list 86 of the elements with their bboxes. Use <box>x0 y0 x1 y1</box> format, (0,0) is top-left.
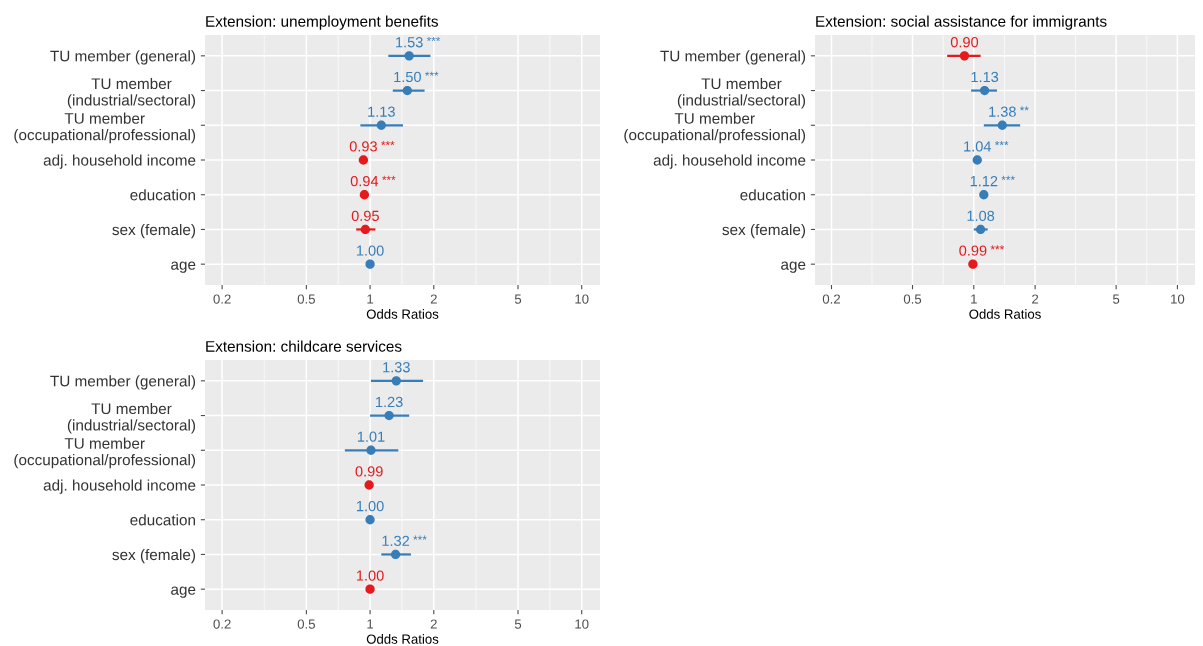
y-tick-label: TU member (general) <box>50 375 196 390</box>
x-tick-label: 5 <box>1112 294 1120 304</box>
point <box>975 224 986 235</box>
point <box>390 549 401 560</box>
point <box>359 190 370 200</box>
x-tick-label: 0.5 <box>297 294 315 304</box>
x-tick-label: 0.2 <box>822 294 840 304</box>
data-label: 1.00 <box>356 570 384 581</box>
point <box>360 224 371 235</box>
point <box>402 85 412 96</box>
x-tick-label: 1 <box>971 294 977 304</box>
point <box>364 480 374 490</box>
y-tick-label: TU member (occupational/professional) <box>14 112 196 144</box>
point <box>376 120 386 130</box>
x-axis-title: Odds Ratios <box>366 634 439 644</box>
chart-title: Extension: unemployment benefits <box>206 15 438 30</box>
x-tick-label: 2 <box>1032 294 1039 304</box>
data-label: 1.01 <box>357 431 385 442</box>
y-tick-label: TU member (general) <box>50 50 196 65</box>
data-label: 1.12 *** <box>970 175 1015 187</box>
x-tick-label: 5 <box>514 294 522 304</box>
data-label: 1.13 <box>971 71 999 83</box>
y-tick-label: sex (female) <box>722 223 806 239</box>
x-tick-label: 5 <box>514 619 522 629</box>
y-tick-label: TU member (general) <box>660 50 806 65</box>
x-tick-label: 2 <box>430 619 437 629</box>
point <box>384 410 394 421</box>
y-tick-label: age <box>171 586 196 598</box>
data-label: 0.90 <box>950 37 979 48</box>
y-tick-label: TU member (occupational/professional) <box>14 437 196 469</box>
data-label: 0.99 <box>355 466 383 477</box>
x-tick-label: 10 <box>1171 294 1185 304</box>
y-tick-label: sex (female) <box>112 223 196 239</box>
data-label: 1.50 *** <box>394 71 439 83</box>
y-tick-label: age <box>171 261 196 273</box>
x-tick-label: 10 <box>575 619 589 629</box>
chart-title: Extension: childcare services <box>206 340 402 352</box>
x-tick-label: 0.2 <box>213 294 231 304</box>
chart-title: Extension: social assistance for immigrants <box>816 15 1107 30</box>
y-tick-label: TU member (occupational/professional) <box>624 112 806 144</box>
y-tick-label: education <box>740 189 805 201</box>
y-tick-label: TU member (industrial/sectoral) <box>677 77 806 109</box>
x-tick-label: 1 <box>367 294 374 304</box>
point <box>358 155 369 165</box>
point <box>968 259 978 269</box>
y-tick-label: adj. household income <box>653 154 806 169</box>
x-tick-label: 10 <box>575 294 589 304</box>
point <box>972 155 982 165</box>
data-label: 0.99 *** <box>959 245 1005 256</box>
y-tick-label: adj. household income <box>43 154 196 169</box>
data-label: 1.38 ** <box>989 106 1029 117</box>
y-tick-label: sex (female) <box>112 548 196 564</box>
data-label: 1.32 *** <box>382 535 427 547</box>
point <box>365 584 375 594</box>
point <box>365 259 375 269</box>
x-axis-title: Odds Ratios <box>969 309 1041 319</box>
data-label: 0.94 *** <box>350 175 396 187</box>
data-label: 1.13 <box>368 106 395 117</box>
data-label: 1.33 <box>383 362 410 373</box>
y-tick-label: education <box>130 514 195 526</box>
x-tick-label: 1 <box>367 619 374 629</box>
data-label: 1.04 *** <box>964 141 1009 152</box>
data-label: 1.08 <box>967 210 995 222</box>
y-tick-label: TU member (industrial/sectoral) <box>67 77 196 109</box>
y-tick-label: education <box>130 189 195 201</box>
y-tick-label: adj. household income <box>43 479 196 494</box>
x-tick-label: 0.5 <box>297 619 315 629</box>
point <box>979 190 989 200</box>
point <box>365 515 375 525</box>
point <box>404 51 414 61</box>
point <box>959 51 970 61</box>
x-tick-label: 0.5 <box>903 294 922 304</box>
data-label: 1.00 <box>356 500 384 512</box>
data-label: 1.00 <box>356 245 384 256</box>
y-tick-label: age <box>781 261 806 273</box>
point <box>366 445 376 455</box>
data-label: 0.95 <box>351 210 379 222</box>
x-axis-title: Odds Ratios <box>366 309 439 319</box>
point <box>391 376 401 386</box>
x-tick-label: 2 <box>430 294 437 304</box>
data-label: 1.23 <box>376 396 403 408</box>
data-label: 0.93 *** <box>349 141 395 152</box>
y-tick-label: TU member (industrial/sectoral) <box>67 402 196 434</box>
point <box>979 85 990 96</box>
x-tick-label: 0.2 <box>213 619 231 629</box>
data-label: 1.53 *** <box>396 36 441 48</box>
